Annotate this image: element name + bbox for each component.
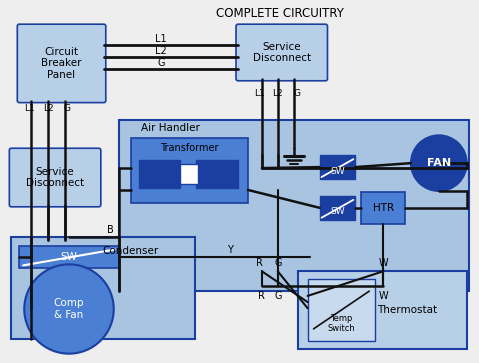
Text: Condenser: Condenser — [103, 246, 159, 257]
FancyBboxPatch shape — [319, 196, 355, 220]
Text: R: R — [259, 291, 265, 301]
Text: L2: L2 — [43, 104, 54, 113]
Text: W: W — [378, 258, 388, 268]
Text: B: B — [107, 225, 114, 234]
Text: Temp
Switch: Temp Switch — [328, 314, 355, 333]
Text: SW: SW — [60, 252, 78, 262]
Text: L1: L1 — [254, 89, 265, 98]
Text: SW: SW — [330, 207, 345, 216]
Text: Circuit
Breaker
Panel: Circuit Breaker Panel — [41, 47, 82, 80]
FancyBboxPatch shape — [119, 121, 468, 291]
FancyBboxPatch shape — [138, 160, 181, 188]
FancyBboxPatch shape — [17, 24, 106, 103]
Text: G: G — [293, 89, 300, 98]
Text: Air Handler: Air Handler — [141, 123, 200, 134]
Text: FAN: FAN — [427, 158, 451, 168]
FancyBboxPatch shape — [19, 246, 119, 268]
Text: G: G — [157, 58, 165, 68]
FancyBboxPatch shape — [361, 192, 405, 224]
Text: Service
Disconnect: Service Disconnect — [26, 167, 84, 188]
FancyBboxPatch shape — [236, 24, 328, 81]
Text: COMPLETE CIRCUITRY: COMPLETE CIRCUITRY — [216, 7, 344, 20]
FancyBboxPatch shape — [11, 237, 195, 339]
FancyBboxPatch shape — [131, 138, 248, 203]
FancyBboxPatch shape — [181, 164, 198, 184]
Text: L1: L1 — [24, 104, 34, 113]
Text: L2: L2 — [155, 46, 167, 56]
FancyBboxPatch shape — [308, 279, 375, 341]
Text: HTR: HTR — [373, 203, 394, 213]
Text: Transformer: Transformer — [160, 143, 218, 153]
Text: Service
Disconnect: Service Disconnect — [253, 42, 311, 63]
Circle shape — [24, 264, 114, 354]
Text: SW: SW — [330, 167, 345, 176]
Text: L1: L1 — [155, 34, 167, 44]
Text: Y: Y — [227, 245, 233, 256]
Text: L2: L2 — [273, 89, 283, 98]
Text: Comp
& Fan: Comp & Fan — [54, 298, 84, 320]
Circle shape — [411, 135, 467, 191]
Text: R: R — [256, 258, 263, 268]
Text: G: G — [64, 104, 70, 113]
FancyBboxPatch shape — [319, 155, 355, 179]
FancyBboxPatch shape — [196, 160, 238, 188]
FancyBboxPatch shape — [10, 148, 101, 207]
Text: W: W — [378, 291, 388, 301]
Text: G: G — [274, 291, 282, 301]
FancyBboxPatch shape — [297, 271, 467, 349]
Text: G: G — [274, 258, 282, 268]
Text: Thermostat: Thermostat — [377, 305, 438, 315]
